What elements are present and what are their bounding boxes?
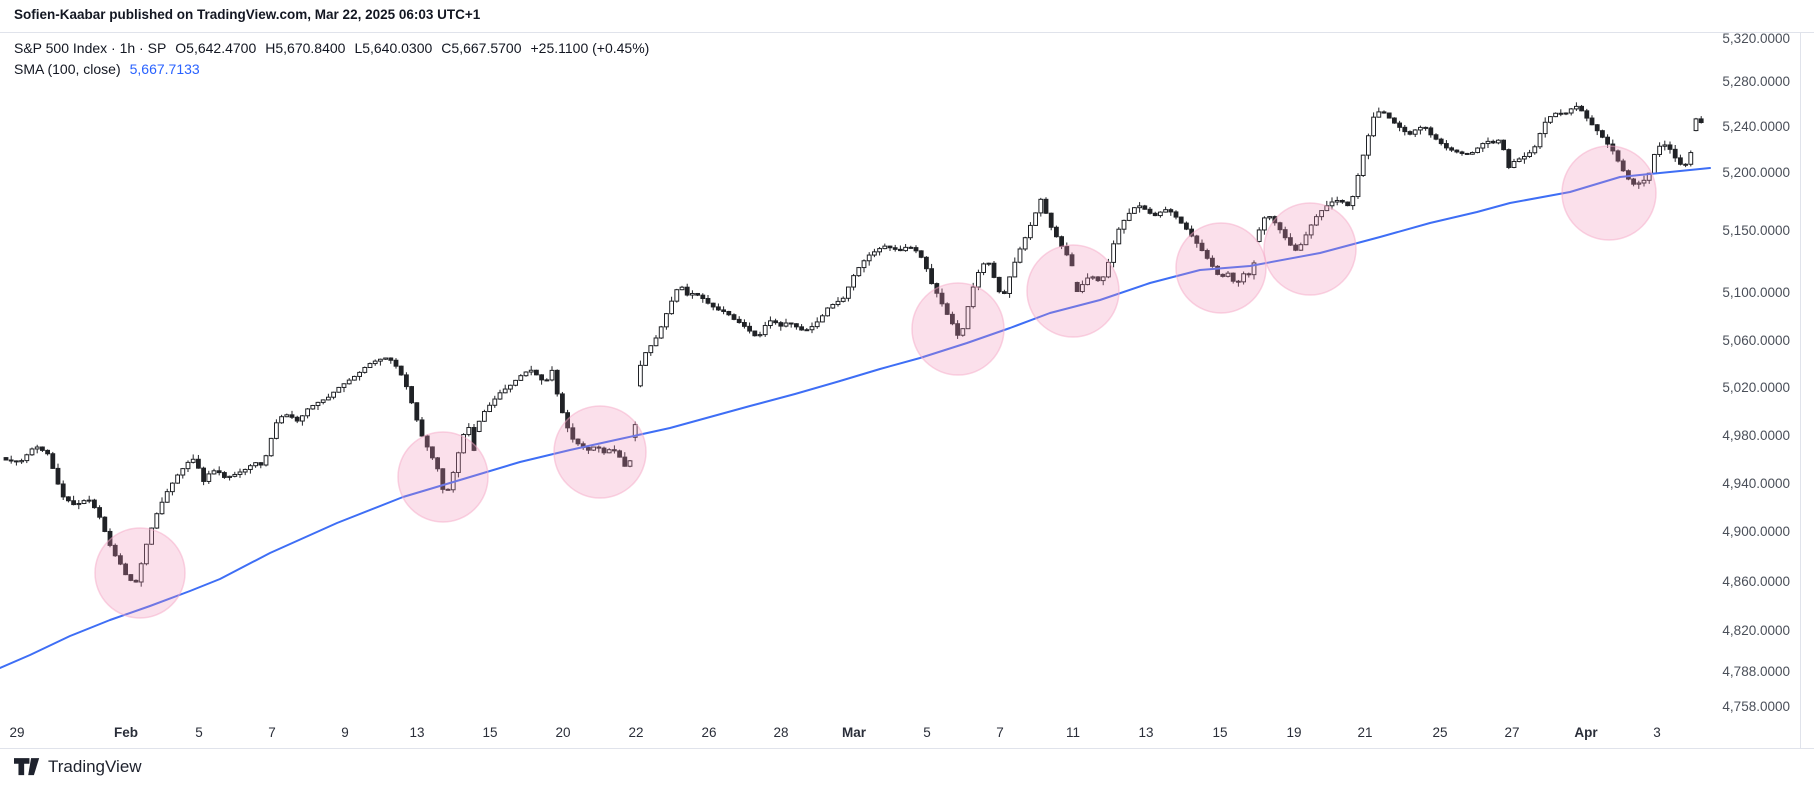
price-tick-label: 4,860.0000: [1722, 574, 1790, 589]
price-tick-label: 4,980.0000: [1722, 428, 1790, 443]
sma-touch-circle: [553, 405, 647, 499]
time-tick-label: 26: [701, 725, 717, 740]
time-tick-label: Feb: [113, 725, 139, 740]
symbol-legend-row[interactable]: S&P 500 Index · 1h · SP O5,642.4700 H5,670…: [14, 38, 658, 59]
price-tick-label: 5,320.0000: [1722, 31, 1790, 46]
sma-touch-circle: [397, 431, 489, 523]
price-tick-label: 5,100.0000: [1722, 285, 1790, 300]
time-tick-label: 5: [195, 725, 203, 740]
price-tick-label: 4,820.0000: [1722, 623, 1790, 638]
price-tick-label: 4,758.0000: [1722, 699, 1790, 714]
change-value: +25.1100 (+0.45%): [530, 40, 650, 56]
price-tick-label: 5,150.0000: [1722, 223, 1790, 238]
time-tick-label: 25: [1432, 725, 1448, 740]
time-tick-label: 15: [1212, 725, 1228, 740]
sma-value: 5,667.7133: [129, 61, 200, 77]
tradingview-logo-text: TradingView: [48, 757, 142, 776]
sma-legend-row[interactable]: SMA (100, close) 5,667.7133: [14, 59, 658, 80]
tradingview-logo-icon: [14, 758, 40, 776]
time-axis-divider: [0, 748, 1814, 749]
ohlc-close: C5,667.5700: [441, 40, 522, 56]
time-tick-label: 3: [1653, 725, 1661, 740]
time-tick-label: 29: [9, 725, 25, 740]
time-tick-label: 15: [482, 725, 498, 740]
time-tick-label: 13: [409, 725, 425, 740]
time-tick-label: 21: [1357, 725, 1373, 740]
price-tick-label: 5,280.0000: [1722, 74, 1790, 89]
ohlc-high: H5,670.8400: [265, 40, 346, 56]
sma-touch-circle: [1026, 244, 1120, 338]
time-tick-label: Mar: [841, 725, 867, 740]
symbol-title: S&P 500 Index · 1h · SP: [14, 40, 167, 56]
time-tick-label: 5: [923, 725, 931, 740]
price-tick-label: 4,788.0000: [1722, 664, 1790, 679]
sma-touch-highlights: [94, 145, 1657, 619]
candles-layer: [3, 102, 1704, 587]
chart-legend: S&P 500 Index · 1h · SP O5,642.4700 H5,670…: [14, 38, 658, 80]
time-tick-label: Apr: [1574, 725, 1598, 740]
sma-label: SMA (100, close): [14, 61, 121, 77]
price-tick-label: 5,240.0000: [1722, 119, 1790, 134]
ohlc-low: L5,640.0300: [354, 40, 433, 56]
sma-touch-circle: [1561, 145, 1657, 241]
published-text: Sofien-Kaabar published on TradingView.c…: [14, 7, 481, 22]
sma-touch-circle: [1263, 202, 1357, 296]
time-tick-label: 11: [1065, 725, 1081, 740]
price-tick-label: 5,020.0000: [1722, 380, 1790, 395]
price-tick-label: 4,900.0000: [1722, 524, 1790, 539]
time-tick-label: 7: [268, 725, 276, 740]
price-tick-label: 4,940.0000: [1722, 476, 1790, 491]
published-banner: Sofien-Kaabar published on TradingView.c…: [0, 0, 1814, 33]
price-tick-label: 5,060.0000: [1722, 333, 1790, 348]
price-tick-label: 5,200.0000: [1722, 165, 1790, 180]
ohlc-open: O5,642.4700: [175, 40, 257, 56]
time-tick-label: 19: [1286, 725, 1302, 740]
price-axis-divider: [1800, 32, 1801, 748]
time-tick-label: 13: [1138, 725, 1154, 740]
tradingview-footer[interactable]: TradingView: [14, 756, 142, 778]
time-tick-label: 7: [996, 725, 1004, 740]
time-tick-label: 27: [1504, 725, 1520, 740]
sma-touch-circle: [94, 527, 186, 619]
time-tick-label: 9: [341, 725, 349, 740]
sma-touch-circle: [1175, 222, 1267, 314]
time-tick-label: 28: [773, 725, 789, 740]
sma-line: [0, 167, 1711, 669]
sma-touch-circle: [911, 282, 1005, 376]
time-tick-label: 22: [628, 725, 644, 740]
time-tick-label: 20: [555, 725, 571, 740]
